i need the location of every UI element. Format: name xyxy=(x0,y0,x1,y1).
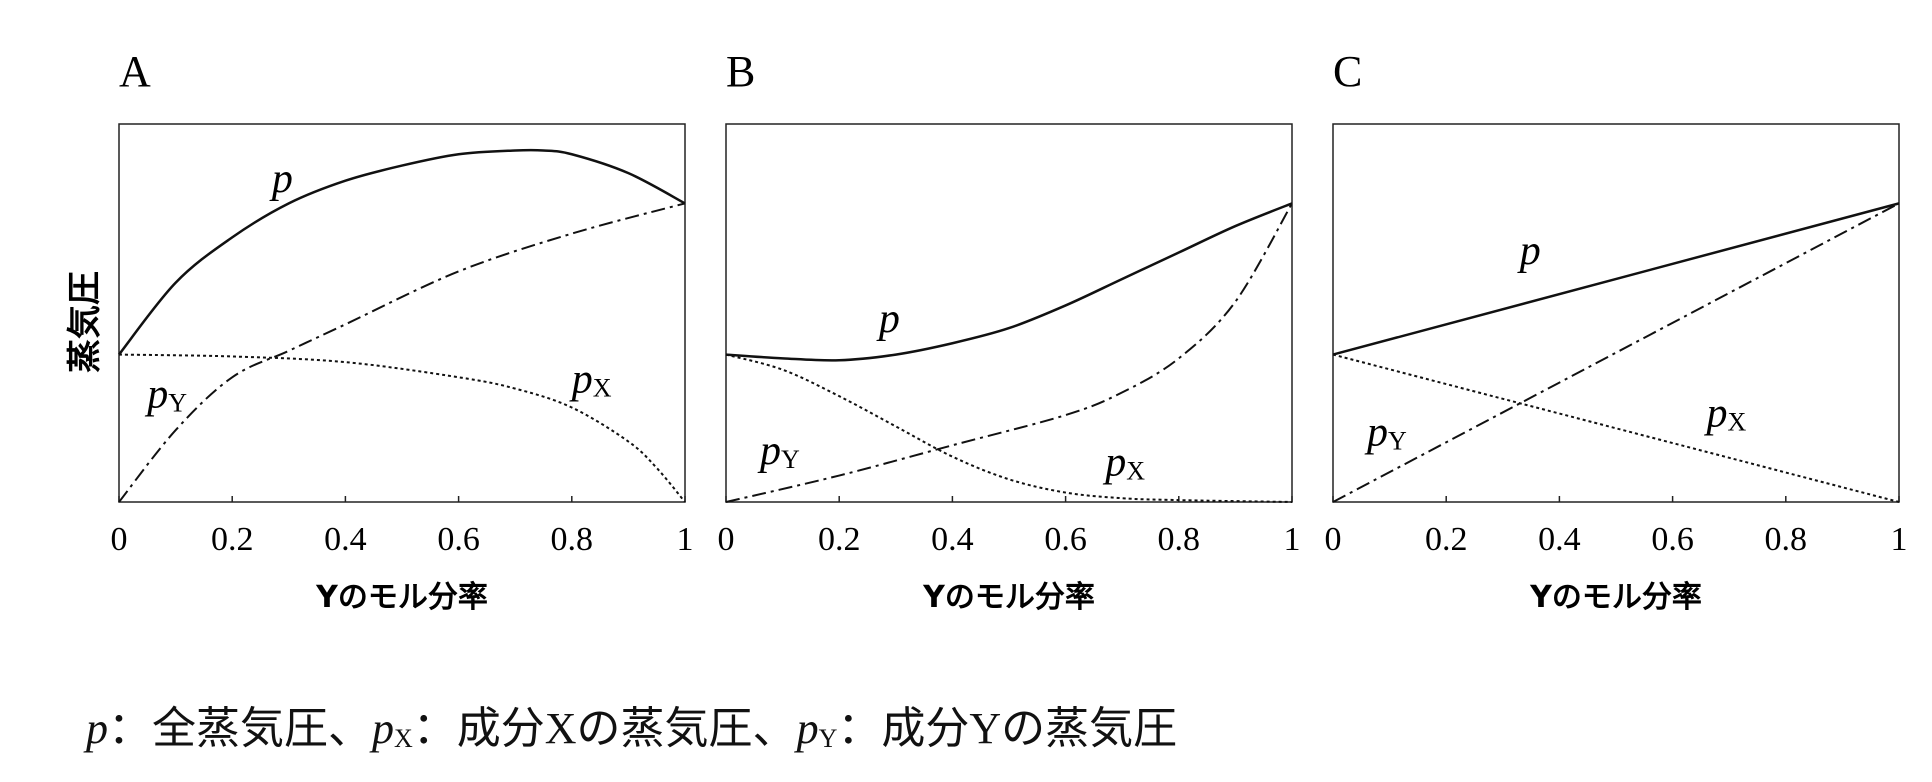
series-label-pY: pY xyxy=(757,428,800,474)
legend-py-sub: Y xyxy=(818,724,838,753)
x-tick-label: 0.4 xyxy=(931,521,974,558)
series-label-p: p xyxy=(269,156,293,202)
x-tick-label: 0.8 xyxy=(551,521,594,558)
series-pX xyxy=(118,353,686,503)
plot-frame xyxy=(1332,123,1900,503)
series-label-pX: pX xyxy=(569,356,612,402)
panel-title-C: C xyxy=(1333,47,1362,96)
series-p xyxy=(118,148,686,356)
x-tick-label: 0.6 xyxy=(1651,521,1694,558)
x-tick-label: 1 xyxy=(677,521,694,558)
x-tick-label: 0.8 xyxy=(1158,521,1201,558)
x-tick-label: 0.4 xyxy=(324,521,367,558)
x-tick-label: 0 xyxy=(111,521,128,558)
x-axis-label: Yのモル分率 xyxy=(1529,580,1702,615)
series-pX xyxy=(1332,353,1900,503)
panel-title-A: A xyxy=(119,47,151,96)
x-tick-label: 1 xyxy=(1284,521,1301,558)
series-pY xyxy=(118,202,686,503)
x-tick-label: 0.6 xyxy=(437,521,480,558)
series-pX xyxy=(725,353,1293,503)
series-pY xyxy=(1332,202,1900,503)
plot-frame xyxy=(725,123,1293,503)
legend-py: p xyxy=(796,704,819,753)
x-axis-label: Yのモル分率 xyxy=(922,580,1095,615)
x-tick-label: 0 xyxy=(1325,521,1342,558)
x-axis-label: Yのモル分率 xyxy=(315,580,488,615)
series-label-pY: pY xyxy=(144,372,187,418)
legend-p: p xyxy=(86,704,108,753)
x-tick-label: 0.4 xyxy=(1538,521,1581,558)
series-label-p: p xyxy=(1517,228,1541,274)
series-label-pX: pX xyxy=(1704,390,1747,436)
x-tick-label: 0.2 xyxy=(211,521,254,558)
x-tick-label: 0.2 xyxy=(1425,521,1468,558)
y-axis-label: 蒸気圧 xyxy=(65,271,105,373)
x-tick-label: 0.8 xyxy=(1765,521,1808,558)
series-label-pX: pX xyxy=(1102,440,1145,486)
series-p xyxy=(725,202,1293,362)
x-tick-label: 0 xyxy=(718,521,735,558)
legend-py-desc: ：成分Yの蒸気圧 xyxy=(837,704,1178,753)
legend-p-desc: ：全蒸気圧、 xyxy=(108,704,372,753)
series-label-p: p xyxy=(876,296,900,342)
legend-px-desc: ：成分Xの蒸気圧、 xyxy=(412,704,797,753)
plot-frame xyxy=(118,123,686,503)
panel-title-B: B xyxy=(726,47,755,96)
x-tick-label: 0.2 xyxy=(818,521,861,558)
legend-px: p xyxy=(372,704,394,753)
legend-px-sub: X xyxy=(394,724,413,753)
x-tick-label: 1 xyxy=(1891,521,1908,558)
legend-footer: p：全蒸気圧、pX：成分Xの蒸気圧、pY：成分Yの蒸気圧 xyxy=(86,692,1177,756)
series-label-pY: pY xyxy=(1364,409,1407,455)
series-p xyxy=(1332,202,1900,356)
series-pY xyxy=(725,202,1293,503)
x-tick-label: 0.6 xyxy=(1044,521,1087,558)
